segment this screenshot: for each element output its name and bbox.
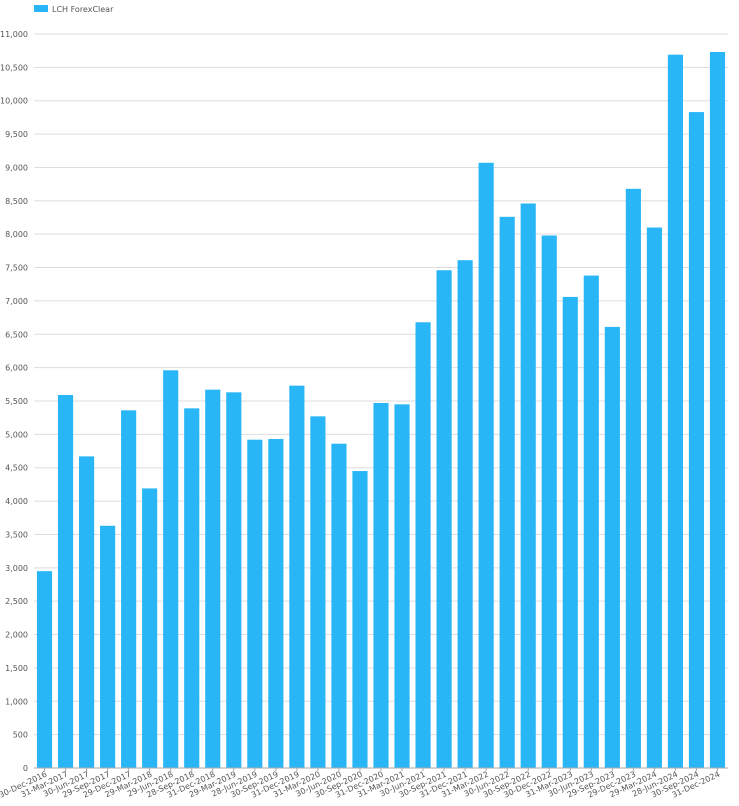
bar[interactable] <box>36 571 53 768</box>
bar[interactable] <box>436 270 452 768</box>
bar[interactable] <box>100 525 116 768</box>
bar[interactable] <box>583 275 599 768</box>
y-tick-label: 6,500 <box>5 330 28 339</box>
y-tick-label: 9,500 <box>5 130 28 139</box>
y-tick-label: 8,000 <box>5 230 28 239</box>
y-tick-label: 1,000 <box>5 697 28 706</box>
bar[interactable] <box>478 162 494 768</box>
bar[interactable] <box>688 112 705 768</box>
y-tick-label: 4,500 <box>5 464 28 473</box>
y-tick-label: 500 <box>13 731 28 740</box>
bar[interactable] <box>499 216 515 768</box>
bar[interactable] <box>184 408 200 768</box>
legend[interactable]: LCH ForexClear <box>34 5 114 14</box>
y-tick-label: 4,000 <box>5 497 28 506</box>
legend-swatch <box>34 5 48 12</box>
y-tick-label: 11,000 <box>0 30 28 39</box>
bar[interactable] <box>520 203 536 768</box>
bar[interactable] <box>394 404 410 768</box>
y-tick-label: 2,000 <box>5 631 28 640</box>
bar[interactable] <box>415 322 431 768</box>
bar[interactable] <box>121 410 137 768</box>
x-axis-ticks: 30-Dec-201631-Mar-201730-Jun-201729-Sep-… <box>0 768 721 800</box>
y-tick-label: 10,500 <box>0 63 28 72</box>
bar[interactable] <box>667 54 683 769</box>
bar[interactable] <box>226 392 242 768</box>
bar[interactable] <box>331 443 347 768</box>
y-tick-label: 2,500 <box>5 597 28 606</box>
bar[interactable] <box>247 439 263 768</box>
y-tick-label: 7,000 <box>5 297 28 306</box>
bar[interactable] <box>604 326 620 768</box>
bar[interactable] <box>79 456 95 768</box>
y-tick-label: 3,500 <box>5 530 28 539</box>
legend-label: LCH ForexClear <box>52 5 114 14</box>
y-tick-label: 9,000 <box>5 163 28 172</box>
bar[interactable] <box>57 394 74 768</box>
y-tick-label: 5,500 <box>5 397 28 406</box>
bar[interactable] <box>205 389 221 768</box>
y-tick-label: 8,500 <box>5 197 28 206</box>
y-tick-label: 1,500 <box>5 664 28 673</box>
bar[interactable] <box>268 439 284 768</box>
bar[interactable] <box>457 260 473 768</box>
bar[interactable] <box>709 52 726 769</box>
y-tick-label: 10,000 <box>0 97 28 106</box>
bar[interactable] <box>163 370 179 768</box>
bars <box>36 52 726 769</box>
bar[interactable] <box>646 227 662 768</box>
y-tick-label: 6,000 <box>5 364 28 373</box>
y-tick-label: 7,500 <box>5 264 28 273</box>
y-tick-label: 5,000 <box>5 430 28 439</box>
bar[interactable] <box>373 403 389 768</box>
y-tick-label: 0 <box>23 764 28 773</box>
bar[interactable] <box>310 416 326 768</box>
bar[interactable] <box>142 488 158 768</box>
y-tick-label: 3,000 <box>5 564 28 573</box>
bar[interactable] <box>352 471 368 768</box>
bar[interactable] <box>289 385 305 768</box>
bar[interactable] <box>625 188 641 769</box>
y-axis-ticks: 0 500 1,000 1,500 2,000 2,500 3,000 3,500 4,000 4… <box>0 30 28 773</box>
bar[interactable] <box>541 235 557 768</box>
bar[interactable] <box>562 296 578 768</box>
